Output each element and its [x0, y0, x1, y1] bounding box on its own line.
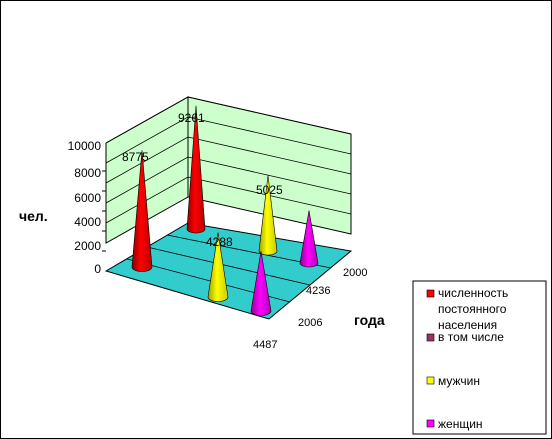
cone-0-1	[186, 105, 206, 234]
y-tick-label: 6000	[74, 191, 101, 205]
legend-label-population-line2: постоянного	[438, 302, 507, 316]
depth-tick-label: 4487	[253, 339, 277, 351]
cone-2-0	[207, 232, 229, 302]
legend-swatch-including	[426, 333, 435, 342]
cones	[131, 105, 319, 316]
depth-tick-label: 2000	[343, 267, 367, 279]
legend-label-including: в том числе	[438, 330, 504, 344]
cone-body	[250, 251, 272, 316]
legend: численность постоянного населения в том …	[412, 280, 547, 435]
cone-3-1	[299, 210, 319, 268]
cone-body	[299, 210, 319, 268]
floor	[104, 222, 353, 320]
y-gridline	[105, 116, 352, 164]
y-gridline	[105, 136, 352, 184]
y-tick-label: 0	[94, 262, 101, 276]
legend-label-women: женщин	[438, 417, 483, 431]
cone-0-0	[131, 150, 153, 272]
svg-text:численность постоянног: численность постоянного населения	[438, 286, 512, 332]
cone-body	[207, 232, 229, 302]
y-gridline	[105, 156, 352, 204]
legend-swatch-women	[426, 419, 435, 428]
legend-label-men: мужчин	[438, 374, 480, 388]
legend-box	[412, 280, 547, 435]
depth-tick-label: 4236	[306, 285, 330, 297]
data-label-red-2: 9261	[178, 111, 205, 125]
y-gridline	[105, 96, 352, 144]
y-tick-label: 10000	[68, 139, 102, 153]
y-tick-label: 4000	[74, 215, 101, 229]
cone-2-1	[258, 175, 278, 256]
y-axis-label: чел.	[19, 208, 48, 224]
legend-label-population-line3: населения	[438, 318, 497, 332]
cone-body	[131, 150, 153, 272]
cone-3-0	[250, 251, 272, 316]
data-label-red-1: 8775	[122, 150, 149, 164]
data-label-yellow-2: 5025	[256, 183, 283, 197]
legend-label-population-line1: численность	[438, 286, 508, 300]
legend-swatch-men	[426, 376, 435, 385]
cone-body	[186, 105, 206, 234]
legend-swatch-population	[426, 289, 435, 298]
depth-tick-label: 2006	[298, 317, 322, 329]
y-tick-label: 2000	[74, 239, 101, 253]
y-tick-label: 8000	[74, 166, 101, 180]
y-gridline	[105, 176, 352, 224]
data-label-yellow-1: 4288	[206, 235, 233, 249]
depth-axis-label: года	[354, 312, 385, 328]
cone-body	[258, 175, 278, 256]
gridlines	[102, 96, 352, 252]
